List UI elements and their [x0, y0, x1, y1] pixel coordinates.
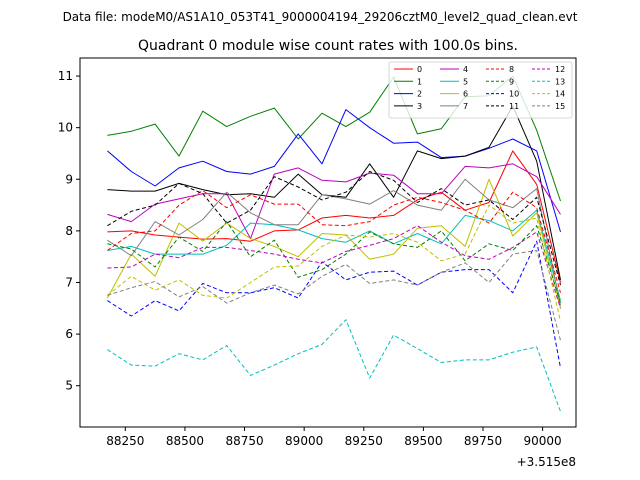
legend-label-5: 5: [463, 77, 468, 86]
legend-label-4: 4: [463, 65, 468, 74]
series-line-14: [107, 204, 561, 322]
series-line-15: [107, 250, 561, 341]
x-tick-label: 88750: [225, 434, 263, 448]
series-line-8: [107, 190, 561, 293]
x-tick-label: 89000: [285, 434, 323, 448]
series-line-11: [107, 171, 561, 286]
legend-label-3: 3: [417, 102, 422, 111]
y-tick-label: 7: [65, 275, 73, 289]
y-tick-label: 6: [65, 327, 73, 341]
legend-box: [388, 61, 573, 119]
y-tick-label: 9: [65, 172, 73, 186]
chart-title: Quadrant 0 module wise count rates with …: [138, 38, 518, 54]
x-tick-label: 89500: [404, 434, 442, 448]
x-tick-label: 89750: [464, 434, 502, 448]
x-tick-label: 90000: [524, 434, 562, 448]
legend-label-6: 6: [463, 90, 468, 99]
series-line-7: [107, 178, 561, 306]
x-axis: 88250 88500 88750 89000 89250 89500 89750 90000: [106, 427, 562, 448]
series-line-12: [107, 225, 561, 309]
series-line-4: [107, 163, 561, 240]
axes-frame: [79, 57, 577, 428]
series-line-9: [107, 221, 561, 304]
legend-label-8: 8: [509, 65, 514, 74]
legend-label-7: 7: [463, 102, 468, 111]
legend-label-0: 0: [417, 65, 422, 74]
x-offset-label: +3.515e8: [517, 455, 576, 469]
series-line-0: [107, 150, 561, 283]
y-tick-label: 10: [58, 121, 73, 135]
legend-label-11: 11: [509, 102, 519, 111]
legend-label-10: 10: [509, 90, 519, 99]
legend-label-15: 15: [555, 102, 565, 111]
plot-frame: [80, 58, 576, 427]
y-tick-label: 5: [65, 379, 73, 393]
x-tick-label: 88500: [166, 434, 204, 448]
legend-label-13: 13: [555, 77, 565, 86]
series-line-6: [106, 178, 561, 309]
x-tick-label: 88250: [106, 434, 144, 448]
plot-area: 88250 88500 88750 89000 89250 89500 89750 90000…: [58, 57, 577, 469]
y-tick-label: 8: [65, 224, 73, 238]
series-line-2: [107, 109, 561, 233]
series-layer: [106, 75, 561, 412]
legend-label-14: 14: [555, 90, 565, 99]
figure-suptitle: Data file: modeM0/AS1A10_053T41_90000041…: [63, 10, 578, 24]
legend-label-1: 1: [417, 77, 422, 86]
legend-label-2: 2: [417, 90, 422, 99]
legend-label-12: 12: [555, 65, 565, 74]
y-axis: 5 6 7 8 9 10 11: [58, 69, 80, 393]
legend-label-9: 9: [509, 77, 514, 86]
y-tick-label: 11: [58, 69, 73, 83]
x-tick-label: 89250: [345, 434, 383, 448]
